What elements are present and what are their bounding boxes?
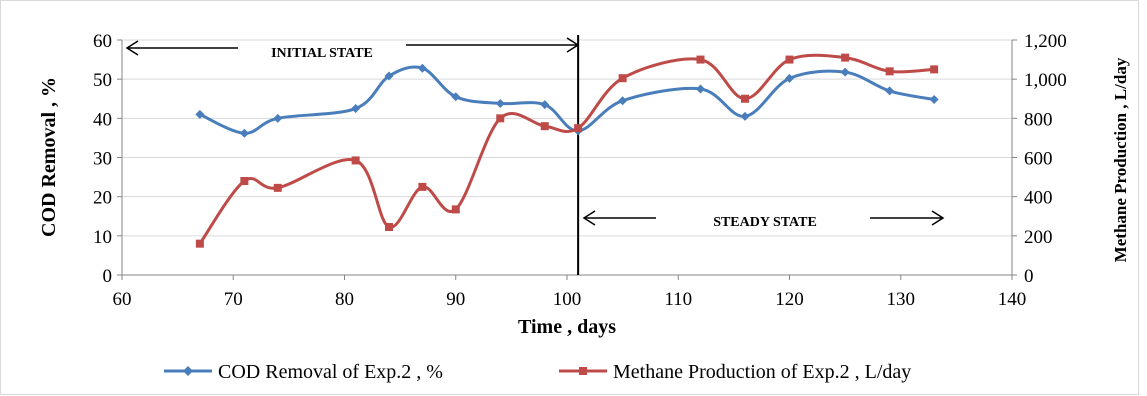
data-point-cod	[540, 100, 550, 110]
data-point-methane	[785, 55, 794, 64]
data-point-cod	[351, 104, 361, 114]
data-point-methane	[418, 182, 427, 191]
data-point-methane	[618, 74, 627, 83]
y-right-tick-label: 200	[1024, 227, 1053, 248]
data-point-cod	[451, 92, 461, 102]
x-axis-title: Time , days	[518, 316, 616, 338]
legend-marker-cod	[183, 366, 193, 376]
y-left-tick-label: 20	[93, 188, 112, 209]
legend-label-cod: COD Removal of Exp.2 , %	[218, 361, 443, 383]
x-tick-label: 90	[446, 289, 465, 310]
y-right-tick-label: 0	[1024, 266, 1034, 287]
y-left-tick-label: 10	[93, 227, 112, 248]
data-point-methane	[385, 223, 393, 232]
legend: COD Removal of Exp.2 , % Methane Product…	[164, 361, 911, 383]
x-tick-labels: 60 70 80 90 100 110 120 130 140	[113, 289, 1027, 310]
axes	[117, 39, 1017, 280]
y-left-tick-label: 50	[93, 70, 112, 91]
data-point-methane	[451, 205, 460, 214]
x-tick-label: 120	[775, 289, 804, 310]
initial-state-arrow-right	[406, 37, 580, 53]
x-tick-label: 70	[224, 289, 243, 310]
data-point-cod	[696, 84, 705, 94]
data-point-methane	[885, 67, 894, 76]
data-point-cod	[618, 96, 628, 106]
y-right-tick-labels: 0 200 400 600 800 1,000 1,200	[1024, 31, 1067, 287]
x-tick-label: 100	[553, 289, 582, 310]
data-point-cod	[273, 113, 283, 123]
data-point-cod	[239, 128, 249, 138]
data-point-cod	[885, 86, 895, 96]
data-point-methane	[240, 177, 249, 185]
series-lines	[198, 53, 935, 245]
series-line-methane	[198, 53, 935, 245]
y-left-tick-label: 30	[93, 149, 112, 170]
x-tick-label: 140	[998, 289, 1027, 310]
data-point-methane	[351, 156, 360, 165]
initial-state-label: INITIAL STATE	[271, 46, 373, 61]
y-right-tick-label: 1,200	[1024, 31, 1067, 52]
annotations: INITIAL STATE STEADY STATE	[125, 35, 945, 275]
data-point-methane	[540, 122, 549, 131]
y-left-tick-label: 0	[103, 266, 113, 287]
series-line-cod	[199, 65, 935, 135]
data-point-methane	[930, 65, 939, 74]
data-point-cod	[195, 109, 205, 119]
x-tick-label: 130	[887, 289, 916, 310]
legend-label-methane: Methane Production of Exp.2 , L/day	[613, 361, 911, 383]
data-point-cod	[384, 71, 394, 81]
y-right-tick-label: 800	[1024, 109, 1053, 130]
y-left-tick-label: 60	[93, 31, 112, 52]
data-point-methane	[195, 239, 204, 248]
x-tick-label: 110	[664, 289, 692, 310]
data-point-methane	[696, 55, 705, 64]
steady-state-arrow-left	[582, 210, 656, 226]
data-point-cod	[840, 67, 850, 77]
data-point-methane	[741, 94, 749, 103]
x-tick-label: 60	[113, 289, 132, 310]
y-right-tick-label: 600	[1024, 149, 1053, 170]
data-point-cod	[785, 73, 794, 83]
y-left-axis-title: COD Removal , %	[38, 77, 60, 237]
y-left-tick-labels: 0 10 20 30 40 50 60	[93, 31, 112, 287]
y-left-tick-label: 40	[93, 109, 112, 130]
x-tick-label: 80	[335, 289, 354, 310]
data-point-methane	[841, 53, 850, 62]
data-point-cod	[740, 111, 750, 121]
data-point-methane	[273, 183, 282, 192]
steady-state-arrow-right	[870, 210, 945, 226]
y-right-tick-label: 400	[1024, 188, 1053, 209]
data-point-methane	[496, 114, 505, 123]
data-point-methane	[574, 124, 583, 133]
legend-marker-methane	[579, 367, 587, 375]
data-point-cod	[929, 95, 939, 105]
data-point-cod	[495, 98, 505, 108]
steady-state-label: STEADY STATE	[713, 215, 817, 230]
data-point-cod	[417, 63, 427, 73]
y-right-axis-title: Methane Production , L/day	[1111, 57, 1130, 262]
y-right-tick-label: 1,000	[1024, 70, 1067, 91]
series-markers	[195, 53, 939, 248]
initial-state-arrow-left	[125, 40, 238, 56]
